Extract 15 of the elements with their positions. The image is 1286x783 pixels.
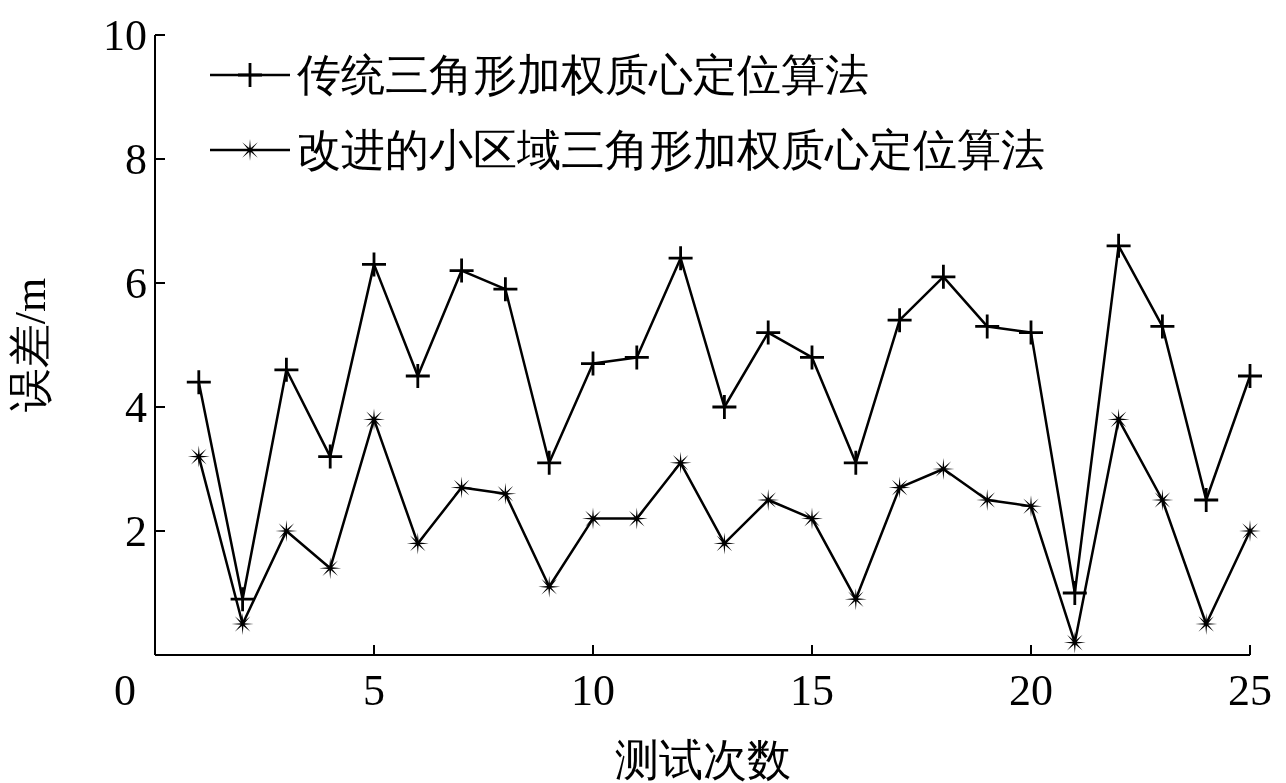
x-axis-title: 测试次数	[614, 736, 791, 783]
x-tick-label: 20	[1009, 666, 1053, 715]
y-tick-label: 2	[125, 507, 147, 556]
x-tick-label: 0	[114, 666, 136, 715]
x-tick-label: 10	[571, 666, 615, 715]
y-tick-label: 4	[125, 383, 147, 432]
y-tick-label: 8	[125, 135, 147, 184]
legend-label: 改进的小区域三角形加权质心定位算法	[297, 126, 1045, 175]
x-tick-label: 5	[363, 666, 385, 715]
legend-label: 传统三角形加权质心定位算法	[297, 51, 869, 100]
x-tick-label: 25	[1228, 666, 1272, 715]
y-axis-title: 误差/m	[6, 277, 55, 413]
y-tick-label: 6	[125, 259, 147, 308]
x-tick-label: 15	[790, 666, 834, 715]
y-tick-label: 10	[103, 11, 147, 60]
